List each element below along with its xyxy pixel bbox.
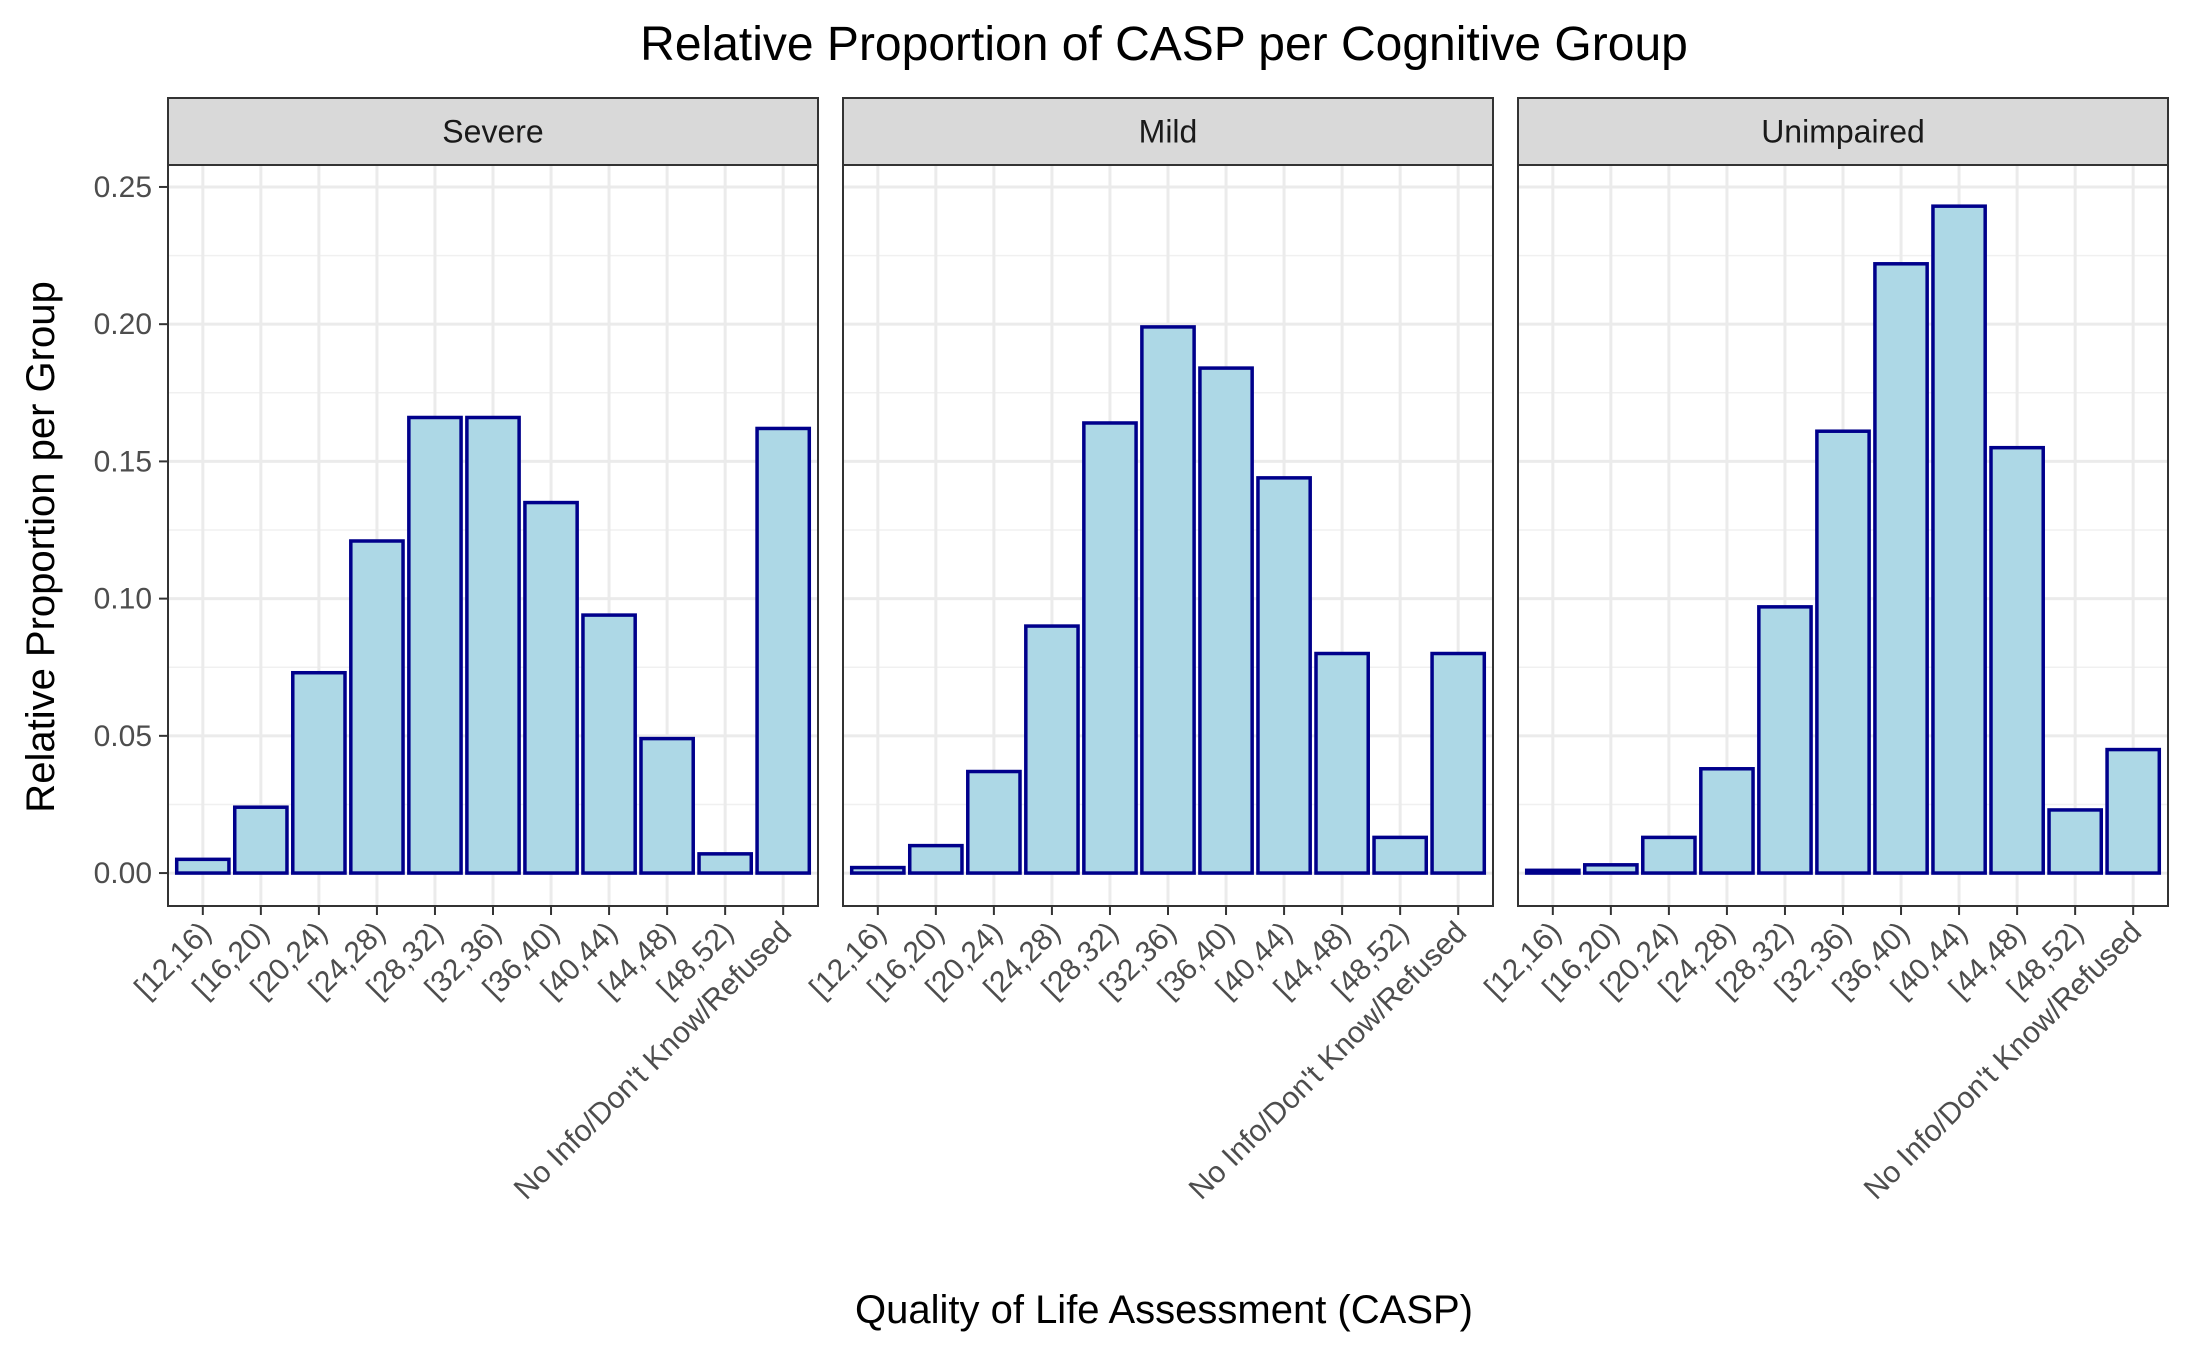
bar-severe-1 — [232, 805, 289, 875]
bar-unimpaired-10 — [2105, 747, 2162, 875]
bar-severe-4 — [407, 415, 463, 875]
facet-strip-label: Severe — [442, 114, 543, 150]
bar-severe-5 — [465, 415, 521, 875]
y-tick-label: 0.00 — [94, 857, 152, 890]
y-axis-title: Relative Proportion per Group — [19, 281, 63, 812]
y-tick-label: 0.05 — [94, 720, 152, 753]
y-tick-label: 0.20 — [94, 308, 152, 341]
facet-strip-label: Unimpaired — [1761, 114, 1925, 150]
bar-mild-1 — [907, 843, 964, 875]
bar-mild-0 — [849, 865, 906, 875]
bar-unimpaired-9 — [2047, 808, 2104, 875]
bar-mild-8 — [1314, 651, 1370, 875]
bar-severe-0 — [174, 857, 231, 875]
bar-unimpaired-2 — [1641, 835, 1697, 875]
bar-unimpaired-5 — [1815, 429, 1871, 875]
facet-panels: Severe[12,16)[16,20)[20,24)[24,28)[28,32… — [94, 97, 2169, 1206]
bar-severe-10 — [755, 426, 812, 875]
bar-mild-6 — [1198, 366, 1254, 875]
panel-unimpaired: Unimpaired[12,16)[16,20)[20,24)[24,28)[2… — [1478, 97, 2169, 1206]
bar-unimpaired-7 — [1931, 204, 1987, 875]
chart-title: Relative Proportion of CASP per Cognitiv… — [640, 18, 1688, 71]
bar-severe-9 — [697, 852, 754, 875]
y-tick-label: 0.10 — [94, 583, 152, 616]
facet-strip — [167, 97, 819, 166]
bar-severe-8 — [639, 736, 695, 875]
bar-mild-4 — [1082, 421, 1138, 875]
y-tick-label: 0.15 — [94, 445, 152, 478]
panel-severe: Severe[12,16)[16,20)[20,24)[24,28)[28,32… — [128, 97, 819, 1206]
bar-severe-6 — [523, 500, 579, 875]
bar-severe-2 — [291, 670, 347, 875]
bar-mild-10 — [1430, 651, 1487, 875]
bar-mild-7 — [1256, 476, 1312, 875]
bar-unimpaired-0 — [1524, 868, 1581, 875]
bar-severe-3 — [349, 539, 405, 875]
facet-strip-label: Mild — [1139, 114, 1198, 150]
bar-unimpaired-3 — [1699, 767, 1755, 875]
bar-unimpaired-8 — [1989, 445, 2045, 875]
y-tick-label: 0.25 — [94, 171, 152, 204]
bar-unimpaired-6 — [1873, 262, 1929, 875]
bar-mild-9 — [1372, 835, 1429, 875]
bar-mild-2 — [966, 769, 1022, 875]
panel-mild: Mild[12,16)[16,20)[20,24)[24,28)[28,32)[… — [803, 97, 1494, 1206]
bar-unimpaired-4 — [1757, 605, 1813, 875]
bar-mild-5 — [1140, 325, 1196, 875]
bar-severe-7 — [581, 613, 637, 875]
facet-strip — [842, 97, 1494, 166]
x-axis-title: Quality of Life Assessment (CASP) — [855, 1288, 1473, 1332]
bar-unimpaired-1 — [1582, 863, 1639, 875]
bar-mild-3 — [1024, 624, 1080, 875]
facet-strip — [1517, 97, 2169, 166]
